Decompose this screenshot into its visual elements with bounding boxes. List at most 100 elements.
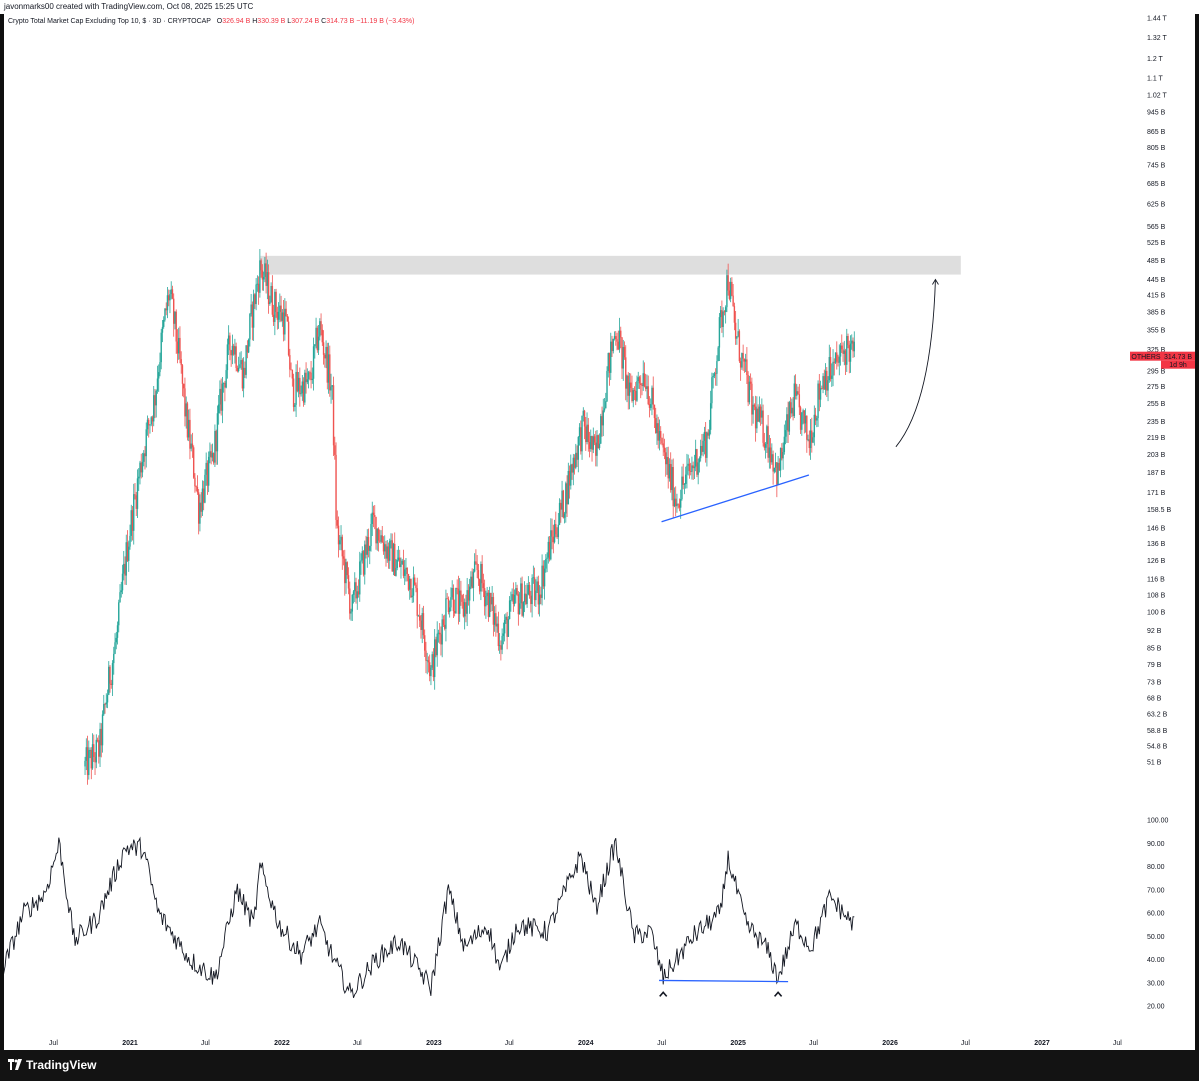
price-axis-tick: 63.2 B: [1147, 712, 1168, 719]
candle-body: [327, 354, 330, 383]
candle-body: [175, 311, 177, 342]
candle-body: [618, 330, 621, 350]
price-axis-tick: 745 B: [1147, 162, 1166, 169]
candle-body: [224, 382, 226, 388]
candle-body: [684, 474, 687, 484]
candle-body: [458, 590, 461, 614]
candle-body: [171, 289, 174, 299]
candle-body: [452, 587, 455, 612]
candle-body: [616, 339, 618, 342]
candle-body: [280, 305, 282, 321]
chart-area[interactable]: 1.44 T 1.32 T 1.2 T 1.1 T 1.02 T 945 B 865 B 80…: [4, 14, 1195, 1050]
candle-body: [640, 383, 642, 385]
candle-body: [305, 372, 307, 383]
candle-body: [686, 465, 688, 475]
candle-body: [170, 289, 172, 295]
candle-body: [667, 457, 669, 479]
candle-body: [225, 370, 227, 388]
candle-body: [297, 377, 300, 392]
candle-body: [395, 567, 397, 576]
candle-body: [727, 275, 729, 291]
candle-body: [796, 391, 798, 396]
candle-body: [761, 410, 763, 418]
candle-body: [146, 419, 149, 430]
candle-body: [635, 391, 637, 401]
candle-body: [632, 390, 634, 401]
candle-body: [375, 516, 377, 544]
candle-body: [110, 683, 112, 685]
attribution-text: javonmarks00 created with TradingView.co…: [4, 2, 254, 11]
time-axis-tick: 2026: [882, 1040, 898, 1047]
candle-body: [457, 588, 460, 614]
price-axis-tick: 116 B: [1147, 576, 1165, 583]
candle-body: [217, 404, 220, 414]
candle-body: [306, 379, 309, 383]
candle-body: [269, 301, 271, 305]
candle-body: [245, 345, 247, 375]
bar-countdown-tag: [1161, 360, 1195, 369]
chart-canvas[interactable]: 1.44 T 1.32 T 1.2 T 1.1 T 1.02 T 945 B 865 B 80…: [4, 14, 1195, 1050]
candle-body: [407, 574, 410, 590]
candle-body: [341, 536, 343, 557]
candle-body: [623, 347, 626, 358]
candle-body: [460, 590, 462, 596]
candle-body: [753, 404, 756, 407]
candle-body: [409, 578, 411, 590]
candle-body: [402, 560, 405, 576]
candle-body: [665, 452, 667, 465]
time-axis-tick: 2023: [426, 1040, 442, 1047]
candle-body: [181, 365, 184, 384]
candle-body: [496, 623, 498, 627]
candle-body: [221, 383, 224, 411]
candle-body: [832, 361, 834, 376]
candle-body: [842, 349, 844, 354]
candle-body: [441, 619, 443, 645]
candle-body: [326, 346, 329, 383]
candle-body: [553, 524, 556, 543]
candle-body: [161, 326, 164, 333]
candle-body: [296, 371, 299, 392]
candle-body: [746, 359, 748, 376]
candle-body: [272, 314, 275, 322]
candle-body: [465, 602, 467, 614]
candle-body: [575, 452, 577, 468]
candle-body: [366, 536, 368, 555]
price-axis-tick: 1.44 T: [1147, 16, 1167, 23]
candle-body: [547, 541, 550, 558]
candle-body: [205, 462, 207, 475]
candle-body: [495, 613, 497, 627]
candle-body: [184, 388, 186, 417]
candle-body: [703, 431, 706, 441]
candle-body: [666, 457, 668, 465]
candle-body: [816, 418, 818, 421]
candle-body: [417, 615, 420, 617]
candle-body: [593, 436, 596, 443]
candle-body: [178, 337, 180, 354]
candle-body: [115, 637, 117, 643]
price-axis-tick: 1.2 T: [1147, 56, 1164, 63]
candle-body: [546, 557, 548, 559]
candle-body: [758, 406, 761, 422]
candle-body: [545, 558, 547, 569]
candle-body: [560, 502, 562, 510]
candle-body: [693, 466, 696, 469]
candle-body: [139, 462, 141, 477]
symbol-title: Crypto Total Market Cap Excluding Top 10…: [8, 18, 211, 25]
candle-body: [749, 381, 752, 384]
candle-body: [466, 590, 468, 614]
price-axis-tick: 126 B: [1147, 558, 1166, 565]
candle-body: [475, 561, 477, 564]
price-axis-tick: 73 B: [1147, 680, 1162, 687]
candle-body: [600, 416, 602, 444]
candle-body: [377, 528, 380, 541]
price-axis-tick: 355 B: [1147, 327, 1166, 334]
ohlc-high-value: 330.39 B: [257, 18, 286, 25]
candle-body: [436, 633, 438, 656]
candle-body: [324, 354, 326, 359]
candle-body: [264, 263, 266, 277]
candle-body: [679, 499, 682, 508]
candle-body: [379, 540, 381, 542]
candle-body: [113, 653, 115, 664]
time-axis-tick: Jul: [809, 1040, 818, 1047]
candle-body: [252, 294, 255, 328]
